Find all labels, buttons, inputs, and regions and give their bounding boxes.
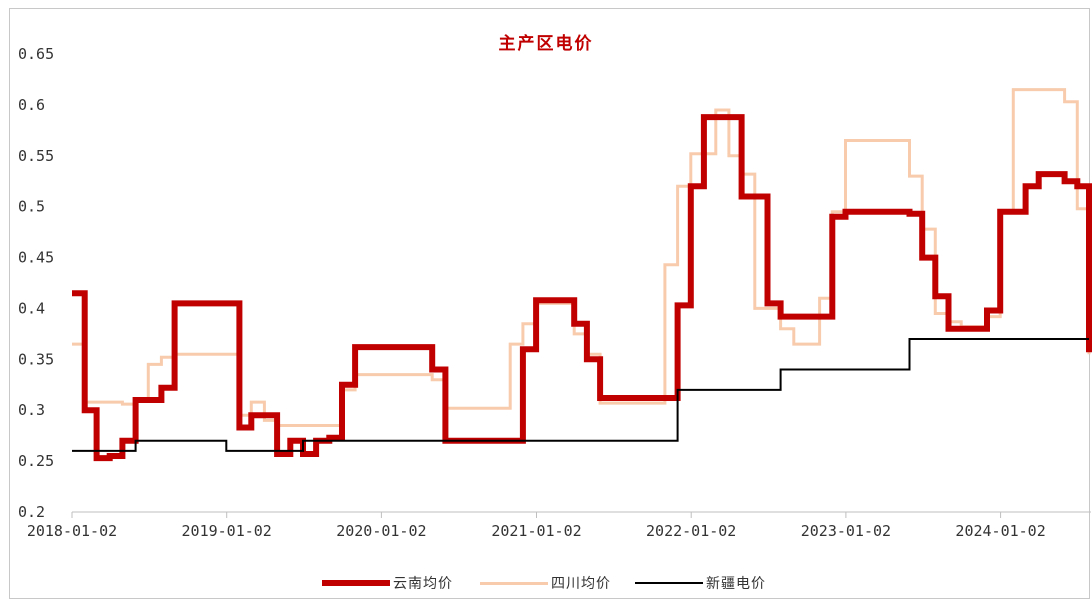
legend-item-yunnan: 云南均价 [322,573,453,593]
legend-item-xinjiang: 新疆电价 [635,573,766,593]
series-line-sichuan [72,88,1091,427]
legend-label-xinjiang: 新疆电价 [706,576,766,592]
x-tick-label: 2020-01-02 [336,522,426,540]
x-tick-label: 2023-01-02 [801,522,891,540]
y-tick-label: 0.3 [18,401,45,419]
x-tick-label: 2022-01-02 [646,522,736,540]
y-tick-label: 0.2 [18,503,45,521]
x-tick-label: 2021-01-02 [491,522,581,540]
y-tick-label: 0.55 [18,147,54,165]
x-tick-label: 2018-01-02 [27,522,117,540]
chart-legend: 云南均价 四川均价 新疆电价 [0,573,1092,593]
y-tick-label: 0.6 [18,96,45,114]
y-tick-label: 0.5 [18,198,45,216]
x-tick-label: 2024-01-02 [955,522,1045,540]
legend-label-sichuan: 四川均价 [551,576,611,592]
chart-title: 主产区电价 [498,34,594,54]
y-tick-label: 0.4 [18,299,45,317]
y-tick-label: 0.65 [18,45,54,63]
series-line-xinjiang [72,338,1089,452]
y-tick-label: 0.45 [18,249,54,267]
legend-item-sichuan: 四川均价 [480,573,611,593]
chart-series-lines [72,88,1092,462]
legend-swatch-yunnan [322,580,390,586]
legend-swatch-xinjiang [635,582,703,584]
y-tick-label: 0.25 [18,452,54,470]
legend-label-yunnan: 云南均价 [393,576,453,592]
x-tick-label: 2019-01-02 [182,522,272,540]
chart-axes: 0.2 0.25 0.3 0.35 0.4 0.45 0.5 0.55 0.6 0.65 2018-… [18,45,1091,540]
series-line-yunnan [72,114,1092,462]
y-tick-label: 0.35 [18,350,54,368]
legend-swatch-sichuan [480,581,548,585]
